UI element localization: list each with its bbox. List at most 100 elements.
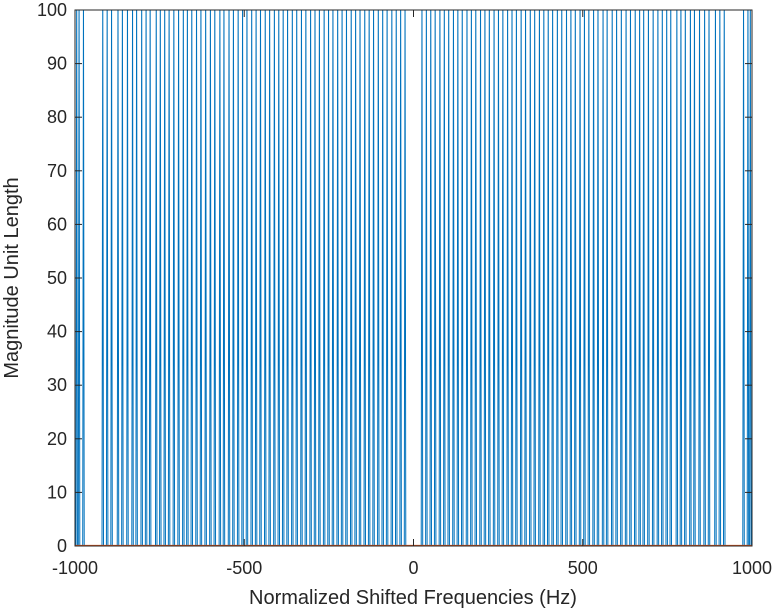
spike-mark xyxy=(241,10,244,546)
spike-mark xyxy=(693,10,696,546)
spike-mark xyxy=(615,10,618,546)
x-tick-label: -1000 xyxy=(52,558,98,578)
spike-mark xyxy=(381,10,384,546)
spike-mark xyxy=(438,10,442,546)
spike-mark xyxy=(304,10,308,546)
spike-mark xyxy=(447,10,450,546)
spike-mark xyxy=(574,10,577,546)
spike-mark xyxy=(456,10,460,546)
spike-mark xyxy=(433,10,437,546)
spike-mark xyxy=(131,10,134,546)
spike-mark xyxy=(429,10,433,546)
spike-mark xyxy=(689,10,692,546)
y-tick-label: 50 xyxy=(47,268,67,288)
spike-mark xyxy=(420,10,424,546)
spike-mark xyxy=(556,10,559,546)
spike-mark xyxy=(349,10,353,546)
spike-mark xyxy=(309,10,312,546)
spike-mark xyxy=(651,10,655,546)
spike-mark xyxy=(510,10,514,546)
spike-mark xyxy=(698,10,701,546)
spike-mark xyxy=(460,10,464,546)
spike-mark xyxy=(182,10,185,546)
spike-mark xyxy=(394,10,398,546)
spike-mark xyxy=(474,10,478,546)
spike-mark xyxy=(497,10,500,546)
spike-mark xyxy=(236,10,240,546)
spike-mark xyxy=(470,10,473,546)
spike-mark xyxy=(465,10,469,546)
spike-mark xyxy=(250,10,253,546)
spike-mark xyxy=(620,10,623,546)
spike-mark xyxy=(542,10,546,546)
y-tick-label: 40 xyxy=(47,322,67,342)
y-tick-label: 20 xyxy=(47,429,67,449)
spike-mark xyxy=(75,10,78,546)
spike-mark xyxy=(135,10,138,546)
spike-mark xyxy=(140,10,143,546)
y-tick-label: 90 xyxy=(47,54,67,74)
spike-mark xyxy=(661,10,664,546)
spike-mark xyxy=(483,10,487,546)
y-tick-label: 80 xyxy=(47,107,67,127)
spike-mark xyxy=(675,10,679,546)
spike-mark xyxy=(718,10,722,546)
spike-mark xyxy=(195,10,198,546)
spike-mark xyxy=(232,10,235,546)
spike-mark xyxy=(707,10,711,546)
spike-mark xyxy=(218,10,222,546)
spike-mark xyxy=(610,10,614,546)
spike-mark xyxy=(479,10,482,546)
spike-mark xyxy=(172,10,176,546)
y-axis-title: Magnitude Unit Length xyxy=(1,177,23,378)
spike-mark xyxy=(295,10,298,546)
spike-mark xyxy=(488,10,491,546)
spike-mark xyxy=(722,10,726,546)
x-tick-label: -500 xyxy=(226,558,262,578)
spike-mark xyxy=(268,10,271,546)
spike-mark xyxy=(163,10,166,546)
spike-mark xyxy=(286,10,289,546)
x-tick-label: 0 xyxy=(408,558,418,578)
spike-mark xyxy=(159,10,162,546)
spike-mark xyxy=(546,10,550,546)
x-axis-title: Normalized Shifted Frequencies (Hz) xyxy=(249,587,577,609)
spike-mark xyxy=(126,10,129,546)
spike-mark xyxy=(656,10,660,546)
spike-mark xyxy=(569,10,573,546)
spike-mark xyxy=(506,10,509,546)
spike-mark xyxy=(560,10,564,546)
y-tick-label: 100 xyxy=(37,0,67,20)
spike-mark xyxy=(245,10,249,546)
spike-mark xyxy=(273,10,276,546)
spike-mark xyxy=(263,10,267,546)
spike-mark xyxy=(583,10,586,546)
spike-mark xyxy=(592,10,595,546)
spike-mark xyxy=(318,10,321,546)
spike-mark xyxy=(742,10,745,546)
spike-mark xyxy=(254,10,258,546)
x-tick-label: 500 xyxy=(568,558,598,578)
spike-mark xyxy=(358,10,362,546)
spike-mark xyxy=(291,10,294,546)
spike-mark xyxy=(313,10,317,546)
spike-mark xyxy=(629,10,632,546)
y-tick-label: 60 xyxy=(47,214,67,234)
spike-mark xyxy=(596,10,600,546)
spike-mark xyxy=(669,10,673,546)
tick-layer: -1000 -500 0 500 1000 0 10 20 30 40 50 60 70 80 90 100 xyxy=(37,0,772,578)
spike-mark xyxy=(515,10,518,546)
spike-mark xyxy=(377,10,380,546)
spike-mark xyxy=(647,10,650,546)
spike-mark xyxy=(345,10,348,546)
spike-mark xyxy=(633,10,637,546)
spike-mark xyxy=(684,10,687,546)
spike-mark xyxy=(327,10,330,546)
spike-mark xyxy=(385,10,389,546)
spike-mark xyxy=(367,10,371,546)
spike-mark xyxy=(605,10,609,546)
spike-mark xyxy=(199,10,203,546)
spike-mark xyxy=(101,10,105,546)
spike-mark xyxy=(82,10,85,546)
spike-mark xyxy=(209,10,212,546)
